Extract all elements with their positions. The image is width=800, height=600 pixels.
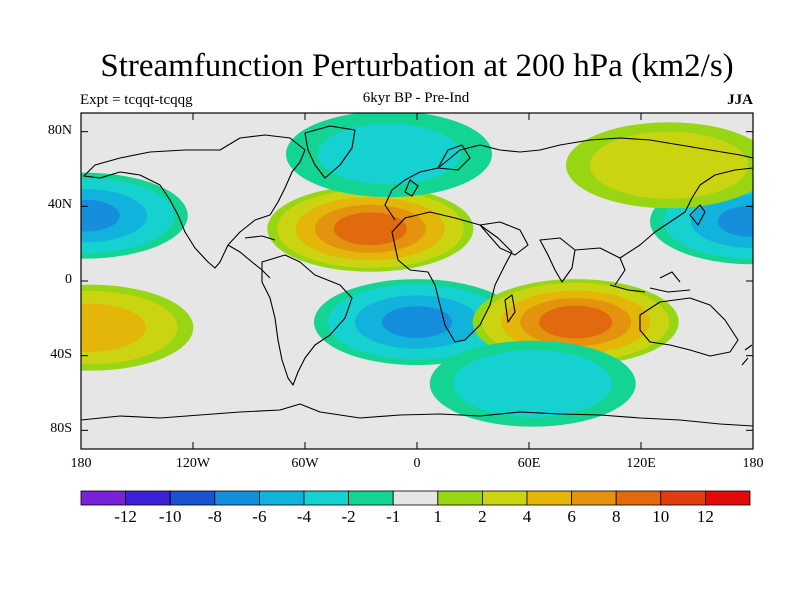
coastlines bbox=[81, 125, 753, 427]
colorbar-tick-label: -8 bbox=[207, 507, 222, 526]
contour-shading bbox=[81, 113, 753, 427]
colorbar-box bbox=[481, 490, 528, 506]
feature-siberian-high bbox=[566, 122, 753, 209]
y-tick-label: 0 bbox=[65, 272, 72, 287]
experiment-label: Expt = tcqqt-tcqqg bbox=[80, 92, 193, 108]
colorbar-box bbox=[80, 490, 126, 506]
colorbar-tick-label: 8 bbox=[611, 507, 621, 526]
colorbar-box bbox=[571, 490, 617, 506]
contour-level--6 bbox=[81, 199, 120, 232]
colorbar-box bbox=[348, 490, 394, 506]
colorbar bbox=[80, 490, 751, 506]
colorbar-box bbox=[526, 490, 572, 506]
x-axis-ticks bbox=[80, 113, 754, 449]
feature-southern-ocean-low bbox=[429, 340, 636, 427]
feature-south-pacific-high bbox=[81, 284, 194, 371]
chart-title: Streamfunction Perturbation at 200 hPa (… bbox=[100, 48, 734, 84]
x-tick-label: 120W bbox=[175, 456, 211, 471]
colorbar-tick-label: 1 bbox=[433, 507, 443, 526]
colorbar-box bbox=[660, 490, 706, 506]
x-tick-label: 180 bbox=[742, 456, 764, 471]
x-tick-label: 60W bbox=[291, 456, 319, 471]
colorbar-tick-label: 10 bbox=[652, 507, 670, 526]
contour-level--6 bbox=[381, 306, 453, 338]
colorbar-box bbox=[258, 490, 305, 506]
colorbar-box bbox=[125, 490, 171, 506]
contour-level-2 bbox=[589, 131, 749, 199]
colorbar-tick-label: -1 bbox=[386, 507, 401, 526]
colorbar-box bbox=[214, 490, 260, 506]
contour-level--2 bbox=[317, 123, 461, 185]
colorbar-tick-label: 12 bbox=[696, 507, 714, 526]
x-tick-label: 180 bbox=[70, 456, 92, 471]
colorbar-tick-label: 6 bbox=[567, 507, 576, 526]
y-tick-label: 40S bbox=[50, 346, 72, 362]
contour-level-8 bbox=[539, 305, 613, 339]
contour-level-4 bbox=[81, 303, 146, 352]
contour-level--6 bbox=[717, 205, 753, 238]
colorbar-tick-label: 4 bbox=[522, 507, 532, 526]
x-tick-label: 0 bbox=[413, 456, 421, 471]
feature-north-pacific-low-west bbox=[81, 172, 188, 259]
colorbar-box bbox=[303, 490, 349, 506]
map-area bbox=[81, 113, 753, 449]
x-tick-label: 60E bbox=[517, 456, 541, 471]
x-tick-label: 120E bbox=[626, 456, 656, 471]
colorbar-box bbox=[169, 490, 216, 506]
colorbar-box bbox=[437, 490, 483, 506]
period-label: 6kyr BP - Pre-Ind bbox=[362, 90, 470, 106]
feature-south-atlantic-low bbox=[314, 279, 520, 366]
feature-north-atlantic-africa-high bbox=[267, 185, 474, 272]
colorbar-tick-label: -2 bbox=[341, 507, 356, 526]
colorbar-tick-label: -12 bbox=[114, 507, 137, 526]
colorbar-tick-label: -6 bbox=[252, 507, 267, 526]
y-axis-ticks bbox=[81, 131, 753, 431]
colorbar-tick-label: -4 bbox=[296, 507, 312, 526]
y-tick-label: 80S bbox=[50, 421, 72, 437]
contour-level--2 bbox=[453, 350, 612, 418]
colorbar-box bbox=[615, 490, 662, 506]
y-tick-label: 40N bbox=[47, 197, 72, 213]
season-label: JJA bbox=[727, 92, 753, 108]
colorbar-tick-label: -10 bbox=[158, 507, 182, 526]
contour-level-8 bbox=[333, 212, 407, 246]
feature-arctic-atlantic-low bbox=[286, 113, 492, 198]
colorbar-tick-label: 2 bbox=[478, 507, 487, 526]
colorbar-box bbox=[392, 490, 439, 506]
y-tick-label: 80N bbox=[47, 122, 72, 138]
colorbar-box bbox=[705, 490, 751, 506]
